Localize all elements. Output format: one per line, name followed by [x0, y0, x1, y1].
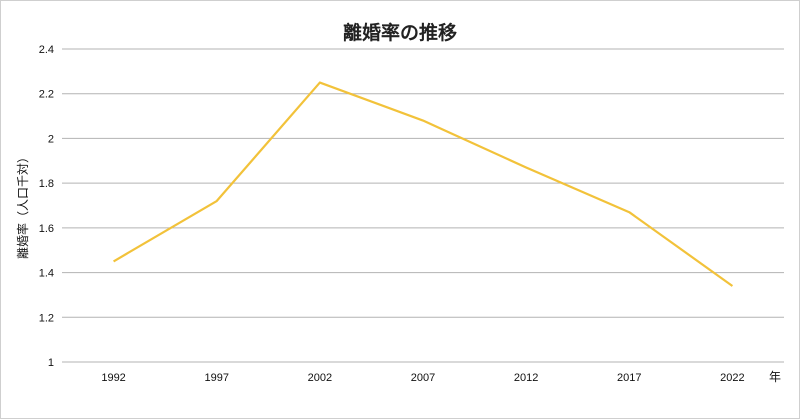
y-tick-labels: 1 1.2 1.4 1.6 1.8 2 2.2 2.4: [39, 44, 54, 369]
x-tick-label: 2017: [617, 372, 641, 384]
series-line: [113, 81, 734, 287]
y-tick-label: 1.8: [39, 178, 54, 190]
x-tick-labels: 1992 1997 2002 2007 2012 2017 2022: [101, 372, 744, 384]
x-tick-label: 2012: [514, 372, 538, 384]
chart-title: 離婚率の推移: [342, 22, 457, 44]
y-tick-label: 2.2: [39, 89, 54, 101]
series-group: [113, 81, 734, 287]
y-tick-label: 1.2: [39, 312, 54, 324]
x-axis-label: 年: [769, 370, 781, 384]
x-tick-label: 1992: [101, 372, 125, 384]
y-tick-label: 2.4: [39, 44, 54, 56]
x-tick-label: 2022: [720, 372, 744, 384]
x-tick-label: 2002: [308, 372, 332, 384]
y-tick-label: 1.6: [39, 223, 54, 235]
x-tick-label: 2007: [411, 372, 435, 384]
y-tick-label: 1: [48, 357, 54, 369]
x-tick-label: 1997: [204, 372, 228, 384]
y-axis-label: 離婚率（人口千対）: [15, 151, 30, 259]
gridlines: [62, 48, 784, 363]
y-tick-label: 1.4: [39, 268, 54, 280]
y-tick-label: 2: [48, 133, 54, 145]
